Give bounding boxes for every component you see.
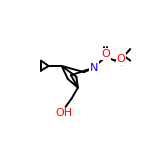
- Text: OH: OH: [55, 108, 73, 118]
- Text: N: N: [90, 62, 98, 73]
- Text: O: O: [116, 54, 125, 64]
- Text: O: O: [101, 49, 110, 59]
